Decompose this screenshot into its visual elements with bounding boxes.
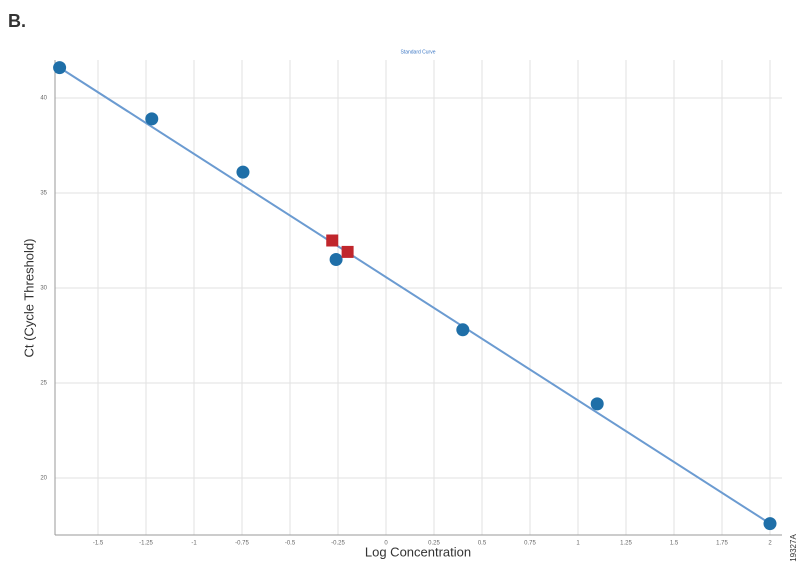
x-tick-label: 0 [384,541,388,547]
data-point [236,165,250,179]
chart-title: Standard Curve [400,49,435,55]
x-axis-label: Log Concentration [365,544,471,559]
x-tick-label: -0.5 [285,541,296,547]
data-point [456,323,470,337]
fit-line [59,66,771,525]
x-tick-label: 0.5 [478,541,487,547]
x-tick-label: -0.25 [331,541,345,547]
x-tick-label: 0.25 [428,541,440,547]
y-tick-label: 20 [40,476,47,482]
y-tick-label: 35 [40,191,47,197]
x-tick-label: -1.25 [139,541,153,547]
x-tick-label: 2 [768,541,772,547]
x-tick-label: -0.75 [235,541,249,547]
y-axis-label: Ct (Cycle Threshold) [21,239,36,358]
data-point [763,517,777,531]
data-point [590,397,604,411]
figure-id: 19327A [789,534,798,562]
x-tick-label: 0.75 [524,541,536,547]
data-point [145,112,159,126]
x-tick-label: -1 [191,541,197,547]
data-point [341,245,354,258]
panel-label: B. [8,11,26,31]
data-point [53,61,67,75]
x-tick-label: 1.5 [670,541,679,547]
x-tick-label: 1 [576,541,580,547]
x-tick-label: 1.25 [620,541,632,547]
y-tick-label: 40 [40,96,47,102]
x-tick-label: 1.75 [716,541,728,547]
data-point [329,253,343,266]
y-tick-label: 25 [40,381,47,387]
y-tick-label: 30 [40,286,47,292]
x-tick-label: -1.5 [93,541,104,547]
data-point [326,234,339,247]
